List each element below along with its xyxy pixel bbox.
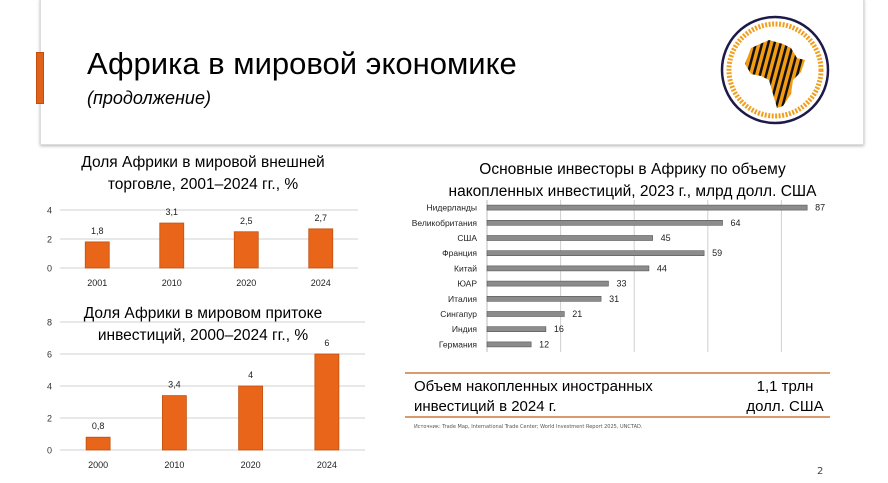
data-label: 33	[616, 279, 626, 289]
bar	[308, 228, 334, 269]
page-title: Африка в мировой экономике	[87, 46, 517, 81]
data-label: 59	[712, 248, 722, 258]
data-label: 3,4	[168, 380, 181, 390]
accent-bar	[36, 52, 44, 104]
summary-label: Объем накопленных иностранных инвестиций…	[414, 377, 653, 417]
bar	[486, 280, 609, 287]
data-label: 3,1	[165, 207, 178, 217]
data-label: 12	[539, 339, 549, 349]
bar	[486, 220, 723, 226]
category-label: Китай	[454, 263, 477, 273]
title-line: Основные инвесторы в Африку по объему	[479, 161, 786, 178]
bar	[486, 341, 532, 348]
category-label: Нидерланды	[427, 203, 477, 213]
category-label: Великобритания	[412, 218, 478, 228]
y-tick-label: 0	[47, 446, 52, 456]
data-label: 21	[572, 309, 582, 319]
bar	[314, 353, 340, 451]
data-label: 1,8	[91, 226, 104, 236]
y-tick-label: 4	[47, 206, 52, 216]
summary-value-line: долл. США	[746, 398, 824, 415]
data-label: 4	[248, 370, 253, 380]
fdi-chart-title: Доля Африки в мировом притоке инвестиций…	[53, 303, 353, 347]
category-label: Индия	[452, 324, 478, 334]
data-label: 45	[661, 233, 671, 243]
x-tick-label: 2000	[88, 460, 108, 470]
y-tick-label: 0	[47, 264, 52, 274]
trade-chart-title: Доля Африки в мировой внешней торговле, …	[53, 152, 353, 196]
x-tick-label: 2024	[317, 460, 337, 470]
category-label: Германия	[439, 339, 478, 349]
summary-top-rule	[405, 372, 830, 374]
bar	[85, 436, 111, 451]
data-label: 87	[815, 203, 825, 213]
bar	[486, 250, 705, 256]
title-line: торговле, 2001–2024 гг., %	[107, 176, 299, 193]
summary-value: 1,1 трлн долл. США	[725, 377, 845, 417]
summary-label-line: инвестиций в 2024 г.	[414, 398, 557, 415]
y-tick-label: 2	[47, 414, 52, 424]
category-label: Сингапур	[440, 309, 477, 319]
title-line: инвестиций, 2000–2024 гг., %	[97, 327, 309, 344]
y-tick-label: 6	[47, 350, 52, 360]
category-label: ЮАР	[457, 279, 477, 289]
data-label: 64	[731, 218, 741, 228]
bar	[84, 241, 110, 269]
data-label: 31	[609, 294, 619, 304]
x-tick-label: 2020	[236, 278, 256, 288]
data-label: 6	[324, 338, 329, 348]
summary-bottom-rule	[405, 416, 830, 418]
bar	[161, 395, 187, 451]
x-tick-label: 2010	[164, 460, 184, 470]
category-label: Италия	[448, 294, 477, 304]
bar	[486, 265, 650, 272]
data-label: 16	[554, 324, 564, 334]
source-note: Источник: Trade Map, International Trade…	[414, 424, 643, 430]
x-tick-label: 2024	[311, 278, 331, 288]
page-number: 2	[817, 466, 824, 477]
category-label: Франция	[442, 248, 477, 258]
bar	[486, 326, 547, 333]
y-tick-label: 2	[47, 235, 52, 245]
data-label: 44	[657, 263, 667, 273]
bar	[486, 295, 602, 302]
bar	[486, 235, 653, 241]
institute-logo	[720, 15, 830, 125]
title-line: Доля Африки в мировой внешней	[81, 154, 325, 171]
data-label: 2,7	[314, 213, 327, 223]
data-label: 2,5	[240, 216, 253, 226]
investors-chart-title: Основные инвесторы в Африку по объему на…	[420, 159, 845, 203]
summary-label-line: Объем накопленных иностранных	[414, 378, 653, 395]
category-label: США	[457, 233, 477, 243]
bar	[233, 231, 259, 269]
x-tick-label: 2001	[87, 278, 107, 288]
bar	[486, 204, 808, 211]
x-tick-label: 2010	[162, 278, 182, 288]
summary-value-line: 1,1 трлн	[756, 378, 814, 395]
bar	[159, 222, 185, 269]
page-subtitle: (продолжение)	[87, 88, 211, 108]
title-line: накопленных инвестиций, 2023 г., млрд до…	[448, 183, 817, 200]
title-line: Доля Африки в мировом притоке	[83, 305, 323, 322]
bar	[486, 311, 565, 317]
bar	[238, 385, 264, 451]
y-tick-label: 8	[47, 318, 52, 328]
y-tick-label: 4	[47, 382, 52, 392]
data-label: 0,8	[92, 421, 105, 431]
x-tick-label: 2020	[241, 460, 261, 470]
